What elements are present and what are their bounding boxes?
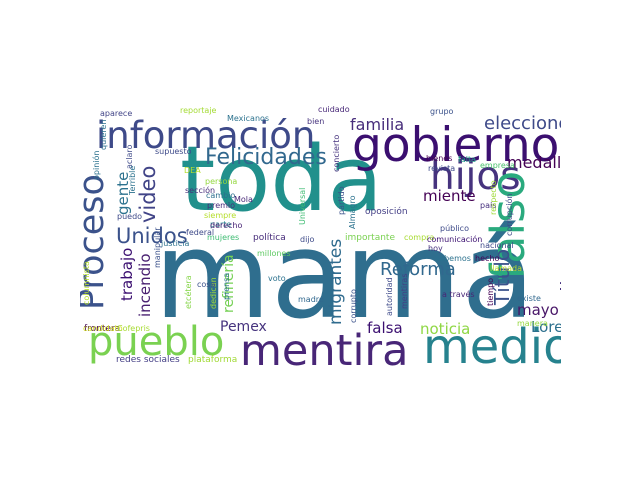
word: sabemos bbox=[435, 254, 471, 263]
word: Mola bbox=[234, 195, 253, 204]
word: corrupción bbox=[505, 193, 514, 236]
word: hijos bbox=[430, 154, 521, 199]
word-cloud: mamá toda gobierno información mentira m… bbox=[80, 105, 561, 370]
word: Terrible bbox=[128, 165, 137, 195]
word: medicamento bbox=[558, 183, 561, 335]
word: bienes bbox=[426, 154, 453, 163]
word: Reforma bbox=[380, 259, 456, 280]
word: manera bbox=[517, 319, 548, 328]
word: importante bbox=[345, 233, 396, 243]
word: público bbox=[440, 224, 469, 233]
word: siempre bbox=[204, 211, 237, 220]
word: tiempo bbox=[486, 277, 495, 306]
word: cosa bbox=[197, 280, 216, 289]
word: hoy bbox=[428, 244, 443, 253]
word: falsa bbox=[367, 319, 403, 337]
word: mamá bbox=[154, 207, 535, 346]
word: prensa bbox=[222, 272, 231, 300]
word: migrantes bbox=[326, 238, 346, 325]
word: cuidado bbox=[318, 105, 350, 114]
word: aparece bbox=[100, 109, 133, 118]
word: dijo bbox=[300, 235, 315, 244]
word: país bbox=[480, 201, 497, 210]
word: supuesto bbox=[155, 147, 192, 156]
word: falta bbox=[458, 155, 476, 164]
word: mentiras bbox=[400, 273, 409, 309]
word: etcétera bbox=[184, 275, 193, 309]
word: persona bbox=[205, 177, 238, 186]
word: concierto bbox=[332, 134, 341, 172]
word: toda bbox=[180, 127, 383, 232]
word: trabajo bbox=[118, 247, 136, 301]
word: frontera bbox=[84, 324, 121, 334]
word: mujeres bbox=[207, 233, 240, 242]
word: hecho bbox=[475, 254, 500, 263]
word: elecciones bbox=[484, 113, 561, 134]
word: Cofepris bbox=[117, 324, 150, 333]
word: pueblo bbox=[88, 319, 225, 365]
word: compra bbox=[404, 233, 435, 242]
word: voto bbox=[268, 274, 286, 283]
word: gobierno bbox=[352, 118, 560, 173]
word: parte bbox=[210, 220, 232, 229]
word: existe bbox=[517, 294, 541, 303]
word: mayo bbox=[517, 301, 559, 319]
word: bien bbox=[307, 117, 325, 126]
word: premio bbox=[207, 201, 236, 210]
word: Felicidades bbox=[205, 145, 327, 170]
word: política bbox=[253, 233, 286, 243]
word: madre bbox=[298, 295, 324, 304]
word: cambio bbox=[206, 191, 236, 200]
word: miente bbox=[423, 187, 476, 205]
word: familia bbox=[350, 115, 405, 134]
word: puedo bbox=[117, 212, 143, 221]
word: reportaje bbox=[180, 106, 217, 115]
word: justicia bbox=[161, 239, 190, 248]
word: plataforma bbox=[188, 355, 238, 365]
word: opinión bbox=[92, 150, 101, 180]
word: redes sociales bbox=[116, 355, 180, 365]
word: información bbox=[96, 114, 316, 157]
word: nacional bbox=[480, 241, 514, 250]
word: comunicación bbox=[427, 235, 483, 244]
word: a través bbox=[442, 290, 475, 299]
word: DEA bbox=[184, 166, 201, 175]
word: revista bbox=[428, 164, 456, 173]
word: medios bbox=[423, 319, 561, 370]
word: autoridad bbox=[385, 277, 394, 316]
word: grupo bbox=[430, 107, 454, 116]
word: candidato bbox=[83, 324, 123, 333]
word: empresa bbox=[480, 161, 515, 170]
word: manipular bbox=[153, 227, 162, 268]
word: quieren bbox=[99, 119, 108, 150]
word: Loret bbox=[531, 318, 561, 336]
word: oposición bbox=[365, 207, 408, 217]
word: respecto bbox=[489, 180, 498, 215]
word: Unidos bbox=[116, 224, 188, 248]
word: federal bbox=[186, 228, 215, 237]
word: Pemex bbox=[220, 319, 267, 335]
word: Mexicanos bbox=[227, 114, 270, 123]
word: mentira bbox=[240, 326, 409, 371]
word: corrupto bbox=[349, 289, 358, 323]
word: columnista bbox=[82, 261, 91, 305]
word: llamada bbox=[490, 264, 523, 273]
word: incendio bbox=[136, 253, 154, 317]
word: sección bbox=[185, 186, 216, 195]
word: Universal bbox=[298, 187, 307, 225]
word: derecho bbox=[210, 221, 243, 230]
word: partido bbox=[337, 186, 346, 215]
word: noticia bbox=[420, 320, 471, 338]
word: millones bbox=[257, 249, 291, 258]
word: Almagro bbox=[348, 195, 357, 229]
word: medalla bbox=[507, 153, 561, 172]
